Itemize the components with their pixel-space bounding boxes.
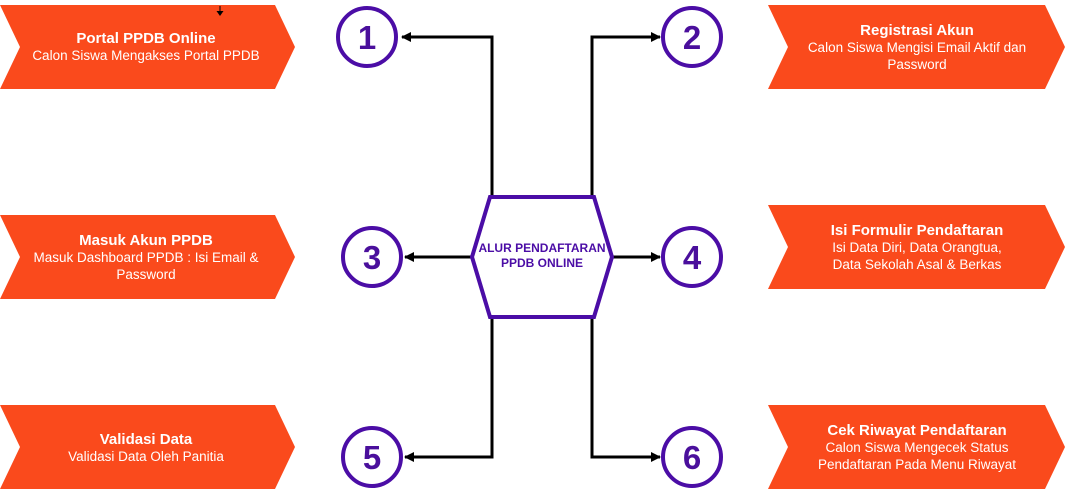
connector-2 [590, 32, 661, 197]
step-desc-6-line-1: Calon Siswa Mengecek Status [825, 440, 1009, 455]
step-desc-4-line-1: Isi Data Diri, Data Orangtua, [832, 240, 1002, 255]
step-card-4: Isi Formulir Pendaftaran Isi Data Diri, … [788, 222, 1046, 273]
step-circle-2 [661, 6, 723, 68]
step-card-5: Validasi Data Validasi Data Oleh Panitia [20, 431, 272, 465]
step-number-3: 3 [363, 239, 381, 276]
step-card-3: Masuk Akun PPDB Masuk Dashboard PPDB : I… [20, 232, 272, 283]
banner-shape-1 [0, 5, 295, 89]
banner-shape-2 [768, 5, 1065, 89]
step-circle-1 [336, 6, 398, 68]
step-circle-3 [341, 226, 403, 288]
step-title-3: Masuk Akun PPDB [79, 232, 213, 249]
step-desc-4-line-2: Data Sekolah Asal & Berkas [832, 257, 1002, 272]
step-title-4: Isi Formulir Pendaftaran [830, 222, 1004, 239]
banner-shape-6 [768, 405, 1065, 489]
center-label-line-2: PPDB ONLINE [500, 256, 583, 270]
step-card-1: Portal PPDB Online Calon Siswa Mengakses… [20, 30, 272, 64]
banner-shape-4 [768, 205, 1065, 289]
step-title-5: Validasi Data [99, 431, 193, 448]
step-number-5: 5 [363, 439, 381, 476]
step-circle-4 [661, 226, 723, 288]
step-number-4: 4 [683, 239, 702, 276]
connector-5 [404, 317, 494, 462]
step-desc-2-line-2: Password [887, 57, 947, 72]
step-number-6: 6 [683, 439, 701, 476]
step-number-2: 2 [683, 19, 701, 56]
step-desc-3-line-1: Masuk Dashboard PPDB : Isi Email & [33, 250, 259, 265]
step-title-1: Portal PPDB Online [76, 30, 216, 47]
step-circle-6 [661, 426, 723, 488]
step-desc-5-line-1: Validasi Data Oleh Panitia [68, 449, 224, 464]
step-desc-2-line-1: Calon Siswa Mengisi Email Aktif dan [807, 40, 1027, 55]
step-title-6: Cek Riwayat Pendaftaran [827, 422, 1007, 439]
step-circle-5 [341, 426, 403, 488]
center-hexagon [469, 195, 615, 319]
step-desc-3-line-2: Password [116, 267, 176, 282]
center-label: ALUR PENDAFTARAN PPDB ONLINE [472, 241, 612, 271]
banner-shape-5 [0, 405, 295, 489]
step-desc-1-line-1: Calon Siswa Mengakses Portal PPDB [32, 48, 260, 63]
step-number-1: 1 [358, 19, 376, 56]
step-card-6: Cek Riwayat Pendaftaran Calon Siswa Meng… [788, 422, 1046, 473]
step-title-2: Registrasi Akun [860, 22, 974, 39]
banner-shape-3 [0, 215, 295, 299]
step-desc-6-line-2: Pendaftaran Pada Menu Riwayat [817, 457, 1017, 472]
connector-6 [590, 317, 661, 462]
center-label-line-1: ALUR PENDAFTARAN [478, 241, 606, 255]
connector-1 [401, 32, 494, 197]
step-card-2: Registrasi Akun Calon Siswa Mengisi Emai… [788, 22, 1046, 73]
